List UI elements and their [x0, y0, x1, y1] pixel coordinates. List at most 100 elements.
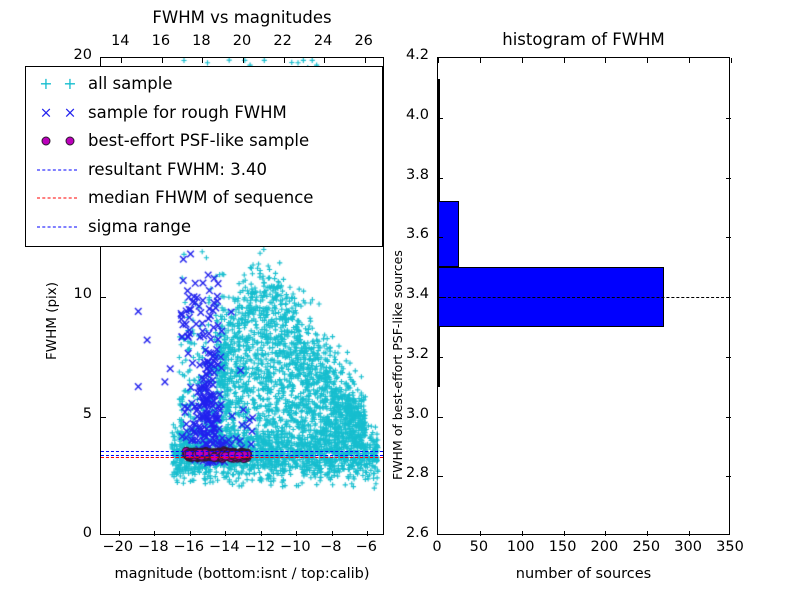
- y-tick-label: 3.0: [405, 405, 429, 422]
- x-tick-bottom: [479, 531, 481, 536]
- x-tick-bottom: [296, 531, 298, 536]
- y-tick-right: [726, 416, 731, 418]
- y-tick: [438, 117, 443, 119]
- dashed-line: [26, 156, 88, 184]
- legend-item-label: median FHWM of sequence: [88, 188, 314, 207]
- x-tick-label-bottom: −12: [244, 539, 276, 555]
- legend-item-label: best-effort PSF-like sample: [88, 131, 310, 150]
- x-tick-label-bottom: −6: [355, 539, 377, 555]
- plus-icon: +: [39, 74, 53, 94]
- legend-item-4[interactable]: median FHWM of sequence: [26, 184, 382, 213]
- x-tick-bottom: [647, 531, 649, 536]
- x-tick-label-top: 16: [151, 33, 171, 49]
- y-tick-right: [726, 476, 731, 478]
- x-tick-bottom: [260, 531, 262, 536]
- histogram-bar: [438, 267, 664, 327]
- x-tick-label: 0: [432, 539, 442, 555]
- y-tick: [438, 356, 443, 358]
- y-tick-label: 3.4: [405, 286, 429, 302]
- x-tick-bottom: [367, 531, 369, 536]
- x-tick-bottom: [521, 531, 523, 536]
- x-tick-label-bottom: −16: [173, 539, 205, 555]
- x-tick-label-top: 14: [111, 33, 130, 49]
- x-tick-top: [605, 58, 607, 63]
- plot-legend[interactable]: + + all sample × × sample for rough FWHM best-…: [25, 66, 383, 247]
- x-tick-top: [647, 58, 649, 63]
- cross-marker: × ×: [26, 99, 88, 127]
- x-tick-top: [479, 58, 481, 63]
- plus-marker: + +: [26, 70, 88, 98]
- histogram-bar: [438, 78, 440, 142]
- x-tick-top: [563, 58, 565, 63]
- x-tick-label-bottom: −14: [208, 539, 240, 555]
- x-tick-top: [364, 58, 366, 63]
- legend-item-label: all sample: [88, 74, 173, 93]
- x-tick-label-top: 26: [354, 33, 373, 49]
- left-panel-title: FWHM vs magnitudes: [152, 8, 332, 27]
- x-tick-bottom: [154, 531, 156, 536]
- right-panel-y-axis-label: FWHM of best-effort PSF-like sources: [390, 250, 405, 480]
- x-tick-label-bottom: −10: [279, 539, 311, 555]
- x-tick-bottom: [605, 531, 607, 536]
- x-tick-bottom: [118, 531, 120, 536]
- circle-icon: [65, 136, 75, 146]
- y-tick: [101, 297, 106, 299]
- left-panel-y-axis-label: FWHM (pix): [44, 281, 60, 360]
- x-tick-label-top: 22: [273, 33, 292, 49]
- dashed-line: [26, 184, 88, 212]
- sigma-range-upper-line: [101, 451, 383, 453]
- y-tick-label: 2.6: [405, 525, 429, 541]
- circle-icon: [41, 136, 51, 146]
- x-tick-label: 50: [469, 539, 489, 555]
- histogram-axes[interactable]: [437, 57, 733, 536]
- cross-icon: ×: [39, 103, 53, 122]
- x-tick-bottom: [689, 531, 691, 536]
- right-panel-x-axis-label: number of sources: [515, 566, 652, 582]
- dashed-line-icon: [37, 169, 77, 171]
- resultant-fwhm-line: [101, 454, 383, 456]
- y-tick: [438, 177, 443, 179]
- legend-item-0[interactable]: + + all sample: [26, 70, 382, 99]
- y-tick: [438, 416, 443, 418]
- y-tick-label: 3.2: [405, 345, 429, 362]
- dashed-line-icon: [37, 197, 77, 199]
- y-tick-label: 4.0: [405, 106, 429, 123]
- histogram-resultant-fwhm-line: [438, 297, 729, 298]
- y-tick-label: 3.6: [405, 226, 429, 243]
- plus-icon: +: [63, 74, 77, 94]
- histogram-bars-layer: [438, 58, 729, 534]
- y-tick-label: 0: [82, 525, 92, 541]
- y-tick-right: [726, 117, 731, 119]
- x-tick-bottom: [225, 531, 227, 536]
- dashdot-line: [26, 213, 88, 241]
- y-tick: [438, 476, 443, 478]
- x-tick-label-top: 20: [232, 33, 252, 49]
- x-tick-bottom: [189, 531, 191, 536]
- x-tick-top: [689, 58, 691, 63]
- y-tick-label: 4.2: [405, 47, 429, 63]
- legend-item-5[interactable]: sigma range: [26, 213, 382, 242]
- legend-item-2[interactable]: best-effort PSF-like sample: [26, 127, 382, 156]
- legend-item-3[interactable]: resultant FWHM: 3.40: [26, 156, 382, 185]
- y-tick: [101, 416, 106, 418]
- x-tick-label-top: 18: [192, 33, 211, 49]
- histogram-bar: [438, 201, 459, 268]
- circle-marker: [26, 127, 88, 155]
- x-tick-bottom: [563, 531, 565, 536]
- histogram-bar: [438, 326, 440, 387]
- x-tick-bottom: [331, 531, 333, 536]
- y-tick-label: 20: [73, 47, 92, 63]
- y-tick-label: 2.8: [405, 465, 429, 482]
- y-tick-label: 3.8: [405, 166, 429, 183]
- legend-item-label: sample for rough FWHM: [88, 102, 287, 122]
- x-tick-label: 100: [506, 539, 535, 555]
- legend-item-1[interactable]: × × sample for rough FWHM: [26, 99, 382, 128]
- right-panel-title: histogram of FWHM: [502, 30, 665, 49]
- left-panel-x-axis-label: magnitude (bottom:isnt / top:calib): [114, 566, 370, 582]
- x-tick-top: [438, 58, 440, 63]
- x-tick-label: 150: [548, 539, 577, 555]
- x-tick-top: [521, 58, 523, 63]
- y-tick: [438, 237, 443, 239]
- x-tick-top: [731, 58, 733, 63]
